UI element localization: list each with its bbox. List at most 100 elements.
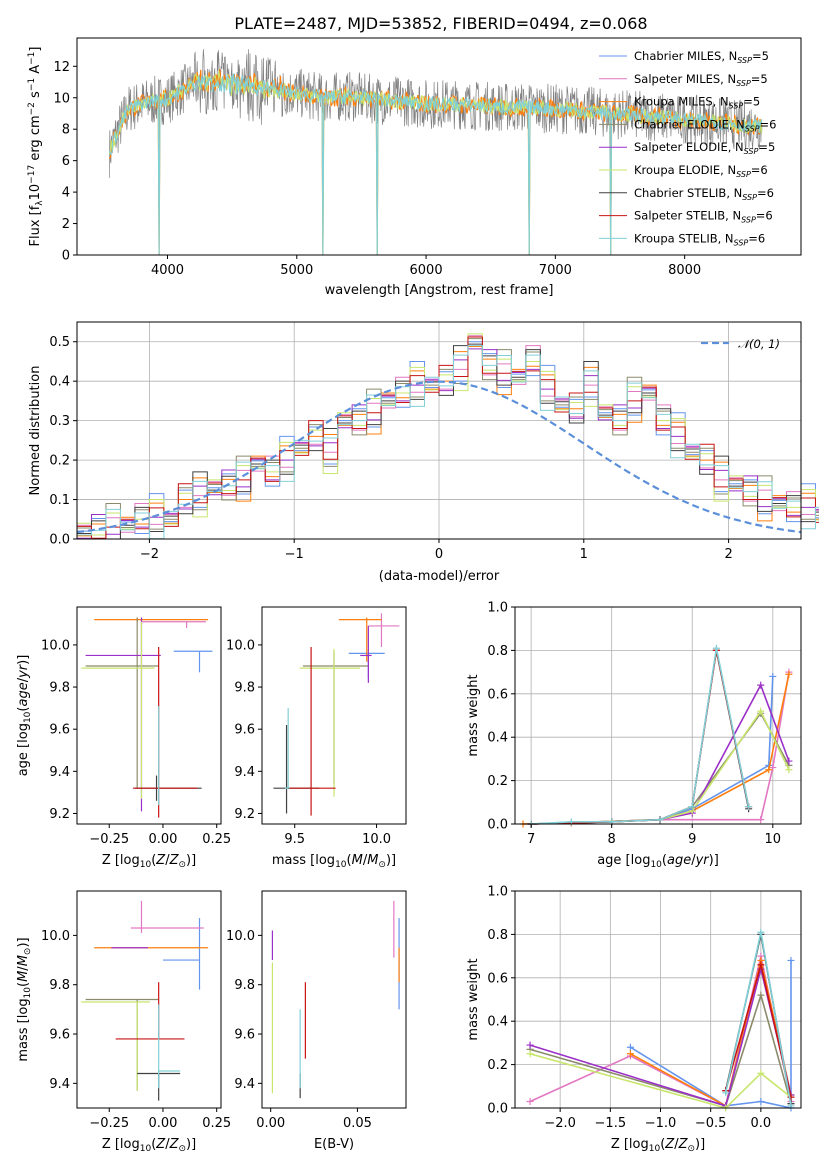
- spectrum-legend-entry-0: Chabrier MILES, NSSP=5: [634, 49, 769, 65]
- mass-vs-ebv-frame: [261, 890, 407, 1109]
- massweight-vs-Z-marker-salpeter-elodie-0: [526, 1041, 534, 1049]
- mass-vs-Z-xtick-label-0: −0.25: [89, 1116, 129, 1131]
- spectrum-plot-area: [108, 49, 763, 256]
- massweight-vs-Z-marker-kroupa-miles-0: [626, 1050, 634, 1058]
- residuals-ytick-label-4: 0.4: [49, 375, 70, 390]
- massweight-vs-age-marker-kroupa-stelib-5: [712, 644, 720, 652]
- age-vs-Z-ytick-label-0: 9.2: [49, 807, 70, 822]
- massweight-vs-Z-marker-chabrier-elodie-2: [757, 991, 765, 999]
- massweight-vs-age-marker-kroupa-miles-4: [765, 766, 773, 774]
- massweight-vs-Z-xtick-label-2: −1.0: [645, 1116, 677, 1131]
- massweight-vs-Z-ytick-label-2: 0.4: [487, 1015, 508, 1030]
- spectrum-legend-entry-4: Salpeter ELODIE, NSSP=5: [634, 140, 775, 156]
- massweight-vs-age-marker-salpeter-elodie-4: [785, 757, 793, 765]
- age-vs-mass-ytick-label-3: 9.8: [234, 681, 255, 696]
- residuals-xtick-label-2: 0: [435, 547, 443, 562]
- massweight-vs-age-ylabel: mass weight: [466, 674, 481, 756]
- massweight-vs-Z-marker-salpeter-stelib-2: [787, 1093, 795, 1101]
- massweight-vs-Z-plot-area: [526, 928, 795, 1112]
- age-vs-Z-ytick-label-1: 9.4: [49, 765, 70, 780]
- age-vs-Z-panel: −0.25 0.00 0.25 9.2 9.4 9.6 9.8 10.0 Z [log10(Z/…: [16, 606, 231, 870]
- residuals-hist-chabrier-elodie: [77, 338, 819, 540]
- massweight-vs-age-marker-kroupa-stelib-4: [688, 803, 696, 811]
- massweight-vs-age-marker-kroupa-stelib-3: [656, 816, 664, 824]
- massweight-vs-age-panel: 7 8 9 10 0.0 0.2 0.4 0.6 0.8 1.0 age [log10(age/yr…: [466, 601, 802, 870]
- residuals-hist-salpeter-elodie: [77, 348, 819, 539]
- residuals-xtick-label-4: 2: [724, 547, 732, 562]
- massweight-vs-Z-ytick-label-5: 1.0: [487, 885, 508, 900]
- massweight-vs-Z-xtick-label-3: −0.5: [695, 1116, 727, 1131]
- massweight-vs-age-marker-kroupa-elodie-4: [785, 766, 793, 774]
- massweight-vs-age-line-salpeter-miles: [531, 671, 790, 825]
- residuals-xtick-label-0: −2: [140, 547, 159, 562]
- massweight-vs-Z-xlabel: Z [log10(Z/Z⊙)]: [611, 1137, 705, 1154]
- spectrum-legend-entry-7: Salpeter STELIB, NSSP=6: [634, 209, 773, 225]
- residuals-ytick-label-5: 0.5: [49, 335, 70, 350]
- spectrum-ytick-label-2: 4: [62, 186, 70, 201]
- massweight-vs-Z-xtick-label-1: −1.5: [595, 1116, 627, 1131]
- massweight-vs-Z-marker-kroupa-elodie-2: [757, 1069, 765, 1077]
- massweight-vs-age-line-kroupa-miles: [523, 674, 790, 825]
- spectrum-model-stelib-line: [108, 73, 763, 256]
- mass-vs-ebv-ytick-label-0: 9.4: [234, 1077, 255, 1092]
- spectrum-ytick-label-6: 12: [53, 60, 70, 75]
- massweight-vs-Z-ytick-label-0: 0.0: [487, 1102, 508, 1117]
- age-vs-Z-frame: [76, 606, 222, 825]
- mass-vs-Z-ytick-label-3: 10.0: [41, 929, 70, 944]
- massweight-vs-age-marker-kroupa-elodie-3: [757, 707, 765, 715]
- mass-vs-ebv-ytick-label-2: 9.8: [234, 978, 255, 993]
- age-vs-Z-ytick-label-4: 10.0: [41, 638, 70, 653]
- spectrum-legend-entry-3: Chabrier ELODIE, NSSP=6: [634, 117, 776, 133]
- age-vs-Z-ytick-label-3: 9.8: [49, 681, 70, 696]
- mass-vs-ebv-xtick-label-0: 0.00: [256, 1116, 285, 1131]
- massweight-vs-age-ytick-label-2: 0.4: [487, 731, 508, 746]
- massweight-vs-age-xtick-label-1: 8: [608, 832, 616, 847]
- mass-vs-Z-frame: [76, 890, 222, 1109]
- spectrum-ytick-label-3: 6: [62, 154, 70, 169]
- residuals-xtick-label-3: 1: [580, 547, 588, 562]
- massweight-vs-age-ytick-label-1: 0.2: [487, 774, 508, 789]
- age-vs-Z-xtick-label-0: −0.25: [89, 832, 129, 847]
- age-vs-mass-plot-area: [273, 613, 400, 816]
- residuals-hist-salpeter-miles: [77, 335, 819, 540]
- massweight-vs-age-marker-kroupa-stelib-6: [745, 803, 753, 811]
- mass-vs-ebv-ytick-label-3: 10.0: [226, 929, 255, 944]
- massweight-vs-Z-ytick-label-4: 0.8: [487, 928, 508, 943]
- age-vs-mass-panel: 9.5 10.0 9.2 9.4 9.6 9.8 10.0 mass [log10(M/M⊙)…: [226, 606, 407, 870]
- massweight-vs-Z-frame: [514, 890, 802, 1109]
- massweight-vs-Z-marker-chabrier-miles-4: [787, 956, 795, 964]
- residuals-legend-entry: 𝒩(0, 1): [738, 337, 780, 351]
- residuals-plot-area: [76, 333, 819, 540]
- mass-vs-Z-xtick-label-1: 0.00: [148, 1116, 177, 1131]
- spectrum-legend-entry-5: Kroupa ELODIE, NSSP=6: [634, 163, 768, 179]
- age-vs-Z-ylabel: age [log10(age/yr)]: [16, 655, 33, 777]
- massweight-vs-Z-marker-salpeter-miles-0: [526, 1097, 534, 1105]
- age-vs-Z-plot-area: [81, 617, 213, 818]
- massweight-vs-age-marker-chabrier-miles-6: [769, 672, 777, 680]
- spectrum-ytick-label-1: 2: [62, 217, 70, 232]
- massweight-vs-age-xtick-label-2: 9: [688, 832, 696, 847]
- spectrum-xtick-label-3: 7000: [539, 263, 572, 278]
- massweight-vs-Z-panel: −2.0 −1.5 −1.0 −0.5 0.0 0.0 0.2 0.4 0.6 0.8 1.0 Z […: [466, 885, 802, 1154]
- age-vs-mass-ytick-label-4: 10.0: [226, 638, 255, 653]
- mass-vs-Z-ytick-label-2: 9.8: [49, 978, 70, 993]
- spectrum-legend: Chabrier MILES, NSSP=5 Salpeter MILES, NS…: [599, 49, 776, 247]
- massweight-vs-Z-line-chabrier-stelib: [724, 934, 792, 1104]
- residuals-panel: −2 −1 0 1 2 0.0 0.1 0.2 0.3 0.4 0.5 (data-model)/er…: [28, 321, 819, 584]
- massweight-vs-age-xtick-label-3: 10: [765, 832, 782, 847]
- spectrum-ylabel: Flux [fλ10−17 erg cm−2 s−1 A−1]: [27, 47, 45, 247]
- massweight-vs-age-marker-salpeter-miles-3: [769, 764, 777, 772]
- figure-title: PLATE=2487, MJD=53852, FIBERID=0494, z=0…: [234, 14, 647, 33]
- spectrum-ytick-label-5: 10: [53, 91, 70, 106]
- massweight-vs-Z-ylabel: mass weight: [466, 958, 481, 1040]
- massweight-vs-age-line-salpeter-elodie: [531, 683, 790, 825]
- massweight-vs-Z-line-kroupa-elodie: [529, 1053, 792, 1109]
- massweight-vs-Z-line-kroupa-stelib: [724, 932, 792, 1106]
- mass-vs-ebv-panel: 0.00 0.05 9.4 9.6 9.8 10.0 E(B-V): [226, 890, 407, 1152]
- residuals-hist-kroupa-elodie: [77, 333, 819, 536]
- massweight-vs-age-plot-area: [519, 644, 793, 828]
- spectrum-xtick-label-1: 5000: [280, 263, 313, 278]
- massweight-vs-Z-ytick-label-3: 0.6: [487, 971, 508, 986]
- massweight-vs-age-xlabel: age [log10(age/yr)]: [597, 853, 719, 870]
